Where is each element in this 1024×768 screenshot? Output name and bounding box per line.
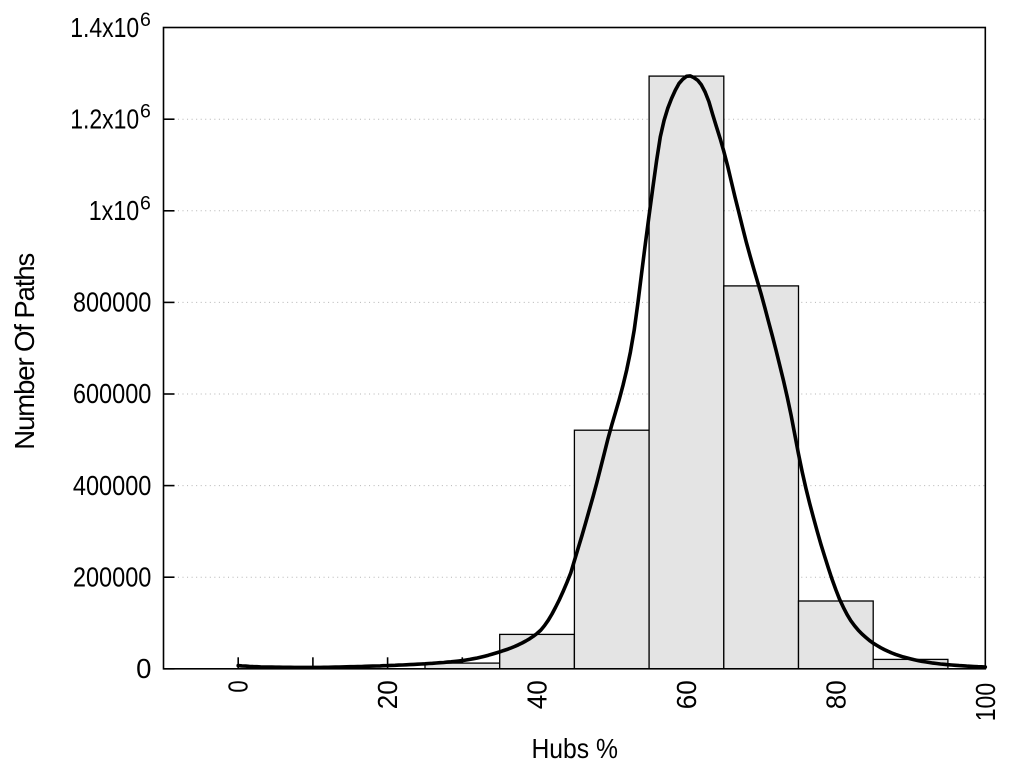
svg-text:60: 60	[671, 680, 702, 709]
svg-text:0: 0	[136, 653, 151, 684]
svg-text:6: 6	[140, 9, 151, 31]
svg-text:6: 6	[140, 192, 151, 214]
svg-text:1.2x10: 1.2x10	[70, 103, 139, 134]
svg-text:Number Of Paths: Number Of Paths	[9, 253, 40, 450]
svg-text:800000: 800000	[73, 287, 152, 318]
svg-text:200000: 200000	[73, 561, 152, 592]
svg-text:6: 6	[140, 101, 151, 123]
svg-text:600000: 600000	[73, 378, 152, 409]
svg-text:Hubs %: Hubs %	[531, 733, 618, 764]
svg-text:400000: 400000	[73, 470, 152, 501]
svg-text:100: 100	[970, 683, 1001, 722]
svg-text:40: 40	[522, 680, 553, 709]
svg-text:1.4x10: 1.4x10	[70, 12, 139, 43]
svg-text:80: 80	[820, 680, 851, 709]
svg-text:20: 20	[372, 680, 403, 709]
svg-text:1x10: 1x10	[89, 195, 140, 226]
svg-text:0: 0	[223, 680, 254, 692]
